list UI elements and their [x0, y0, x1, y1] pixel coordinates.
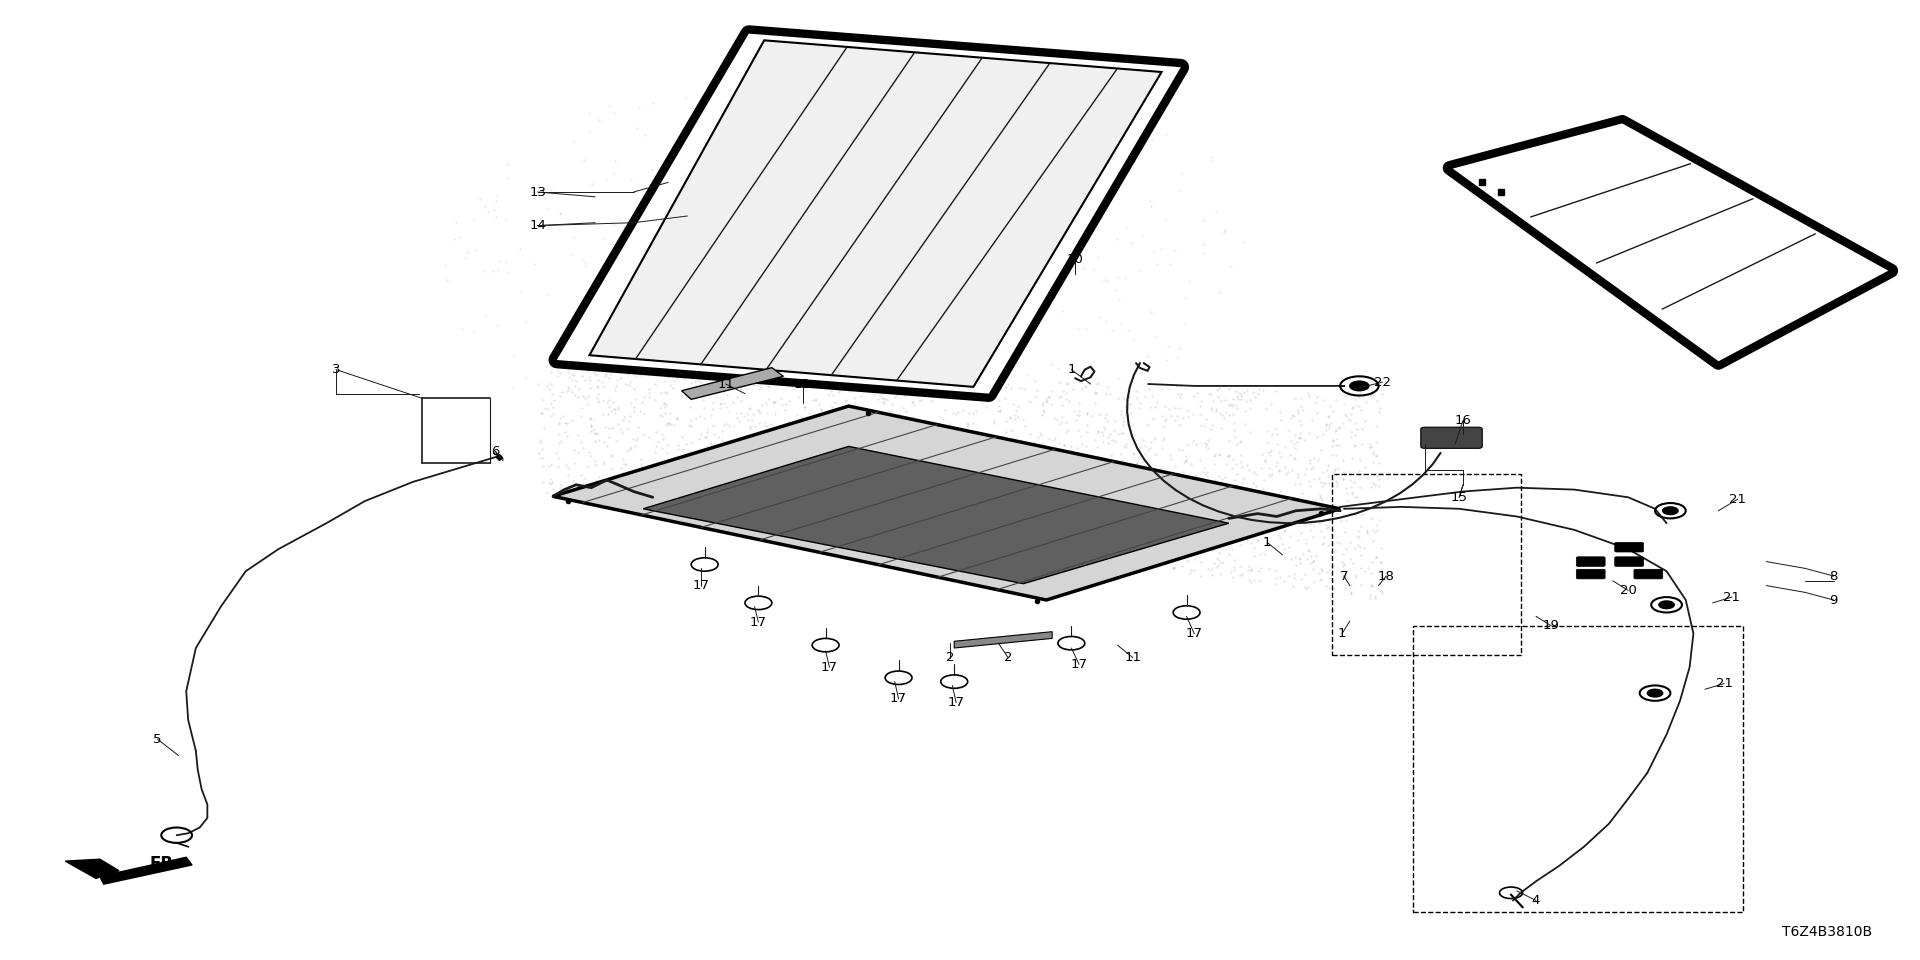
Text: 17: 17 — [948, 696, 964, 709]
FancyBboxPatch shape — [1615, 557, 1644, 566]
Polygon shape — [954, 632, 1052, 648]
Text: 21: 21 — [1716, 677, 1732, 690]
Text: 2: 2 — [1004, 651, 1012, 664]
Text: 21: 21 — [1724, 590, 1740, 604]
Text: 4: 4 — [1532, 894, 1540, 907]
Circle shape — [1350, 381, 1369, 391]
Text: 12: 12 — [795, 377, 810, 391]
Text: 2: 2 — [947, 651, 954, 664]
Text: FR.: FR. — [150, 855, 180, 873]
Text: 14: 14 — [530, 219, 545, 232]
FancyBboxPatch shape — [1615, 542, 1644, 552]
Text: 17: 17 — [1071, 658, 1087, 671]
Text: 21: 21 — [1730, 492, 1745, 506]
Text: 11: 11 — [1125, 651, 1140, 664]
Text: 5: 5 — [154, 732, 161, 746]
Polygon shape — [643, 446, 1229, 584]
Polygon shape — [557, 34, 1181, 394]
Text: 22: 22 — [1375, 375, 1390, 389]
Text: 11: 11 — [718, 377, 733, 391]
FancyBboxPatch shape — [1576, 557, 1605, 566]
Text: T6Z4B3810B: T6Z4B3810B — [1782, 924, 1872, 939]
Text: 20: 20 — [1620, 584, 1636, 597]
Polygon shape — [100, 857, 192, 884]
Polygon shape — [589, 40, 1162, 387]
Text: 1: 1 — [1338, 627, 1346, 640]
Polygon shape — [1450, 122, 1891, 363]
Circle shape — [1659, 601, 1674, 609]
FancyBboxPatch shape — [1421, 427, 1482, 448]
Text: 18: 18 — [1379, 569, 1394, 583]
Text: 8: 8 — [1830, 569, 1837, 583]
Text: 17: 17 — [822, 660, 837, 674]
Text: 17: 17 — [751, 615, 766, 629]
FancyBboxPatch shape — [1576, 569, 1605, 579]
Text: 16: 16 — [1455, 414, 1471, 427]
Text: 9: 9 — [1830, 593, 1837, 607]
Text: 1: 1 — [1068, 363, 1075, 376]
Text: 17: 17 — [891, 692, 906, 706]
Polygon shape — [557, 34, 1181, 394]
Text: 13: 13 — [530, 185, 545, 199]
Text: 10: 10 — [1068, 252, 1083, 266]
FancyBboxPatch shape — [1634, 569, 1663, 579]
Polygon shape — [65, 859, 119, 878]
Polygon shape — [553, 406, 1340, 600]
Text: 17: 17 — [1187, 627, 1202, 640]
Text: 17: 17 — [693, 579, 708, 592]
Text: 19: 19 — [1544, 619, 1559, 633]
Text: 1: 1 — [1263, 536, 1271, 549]
Circle shape — [1647, 689, 1663, 697]
Text: 6: 6 — [492, 444, 499, 458]
Polygon shape — [682, 368, 783, 399]
Text: 3: 3 — [332, 363, 340, 376]
Text: 7: 7 — [1340, 569, 1348, 583]
Text: 15: 15 — [1452, 491, 1467, 504]
Circle shape — [1663, 507, 1678, 515]
